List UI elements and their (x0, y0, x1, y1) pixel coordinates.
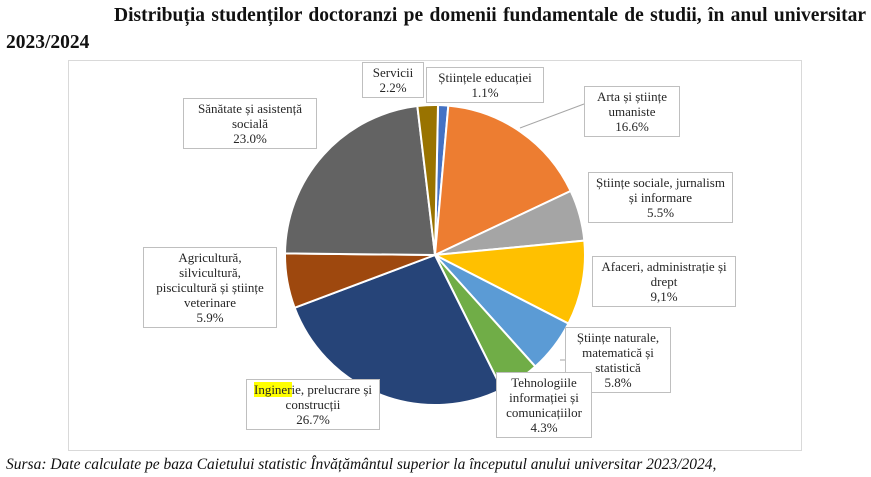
label-value: 23.0% (233, 131, 267, 146)
label-value: 26.7% (296, 412, 330, 427)
label-value: 9,1% (650, 289, 678, 304)
label-name: Arta și științe umaniste (596, 89, 668, 119)
label-sanatate: Sănătate și asistență socială 23.0% (183, 98, 317, 149)
label-value: 1.1% (471, 85, 499, 100)
label-name: Afaceri, administrație și drept (601, 259, 727, 289)
label-name: Științe sociale, jurnalism și informare (596, 175, 725, 205)
label-value: 16.6% (615, 119, 649, 134)
label-value: 5.9% (196, 310, 224, 325)
label-name: Sănătate și asistență socială (198, 101, 302, 131)
label-servicii: Servicii 2.2% (362, 62, 424, 98)
highlighted-text: Inginer (253, 382, 292, 397)
label-value: 5.5% (646, 205, 675, 220)
pie-slice-6 (293, 253, 504, 406)
label-name: Agricultură, silvicultură, piscicultură … (156, 250, 264, 310)
label-name: Științe naturale, matematică și statisti… (576, 330, 660, 375)
label-name-rest: ie, prelucrare și construcții (285, 382, 373, 412)
pie-slice-3 (431, 239, 586, 325)
leader-line-1 (519, 103, 585, 129)
label-inginerie: Inginerie, prelucrare și construcții 26.… (246, 379, 380, 430)
label-name: Servicii (372, 65, 414, 80)
label-value: 4.3% (530, 420, 558, 435)
chart-title: Distribuția studenților doctoranzi pe do… (6, 5, 866, 53)
label-tehnologiile-informatiei: Tehnologiile informației și comunicațiil… (496, 372, 592, 438)
pie-slice-1 (433, 104, 572, 257)
label-stiinte-sociale: Științe sociale, jurnalism și informare … (588, 172, 733, 223)
label-arta-stiinte-umaniste: Arta și științe umaniste 16.6% (584, 86, 680, 137)
label-name: Tehnologiile informației și comunicațiil… (506, 375, 582, 420)
label-name: Inginerie, prelucrare și construcții (251, 382, 375, 412)
chart-area (68, 60, 802, 451)
label-name: Științele educației (438, 70, 532, 85)
label-value: 2.2% (379, 80, 407, 95)
label-stiintele-educatiei: Științele educației 1.1% (426, 67, 544, 103)
label-afaceri-administratie-drept: Afaceri, administrație și drept 9,1% (592, 256, 736, 307)
source-note: Sursa: Date calculate pe baza Caietului … (6, 456, 717, 473)
label-agricultura: Agricultură, silvicultură, piscicultură … (143, 247, 277, 328)
pie-slice-8 (283, 104, 437, 257)
pie-slice-9 (416, 104, 440, 256)
label-value: 5.8% (604, 375, 632, 390)
